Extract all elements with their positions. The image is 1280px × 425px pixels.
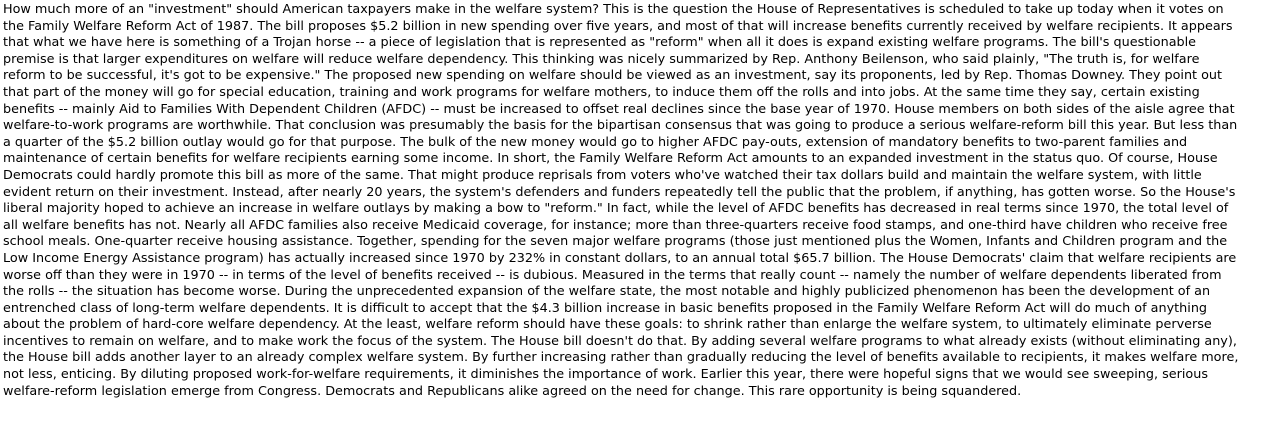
- text-line: welfare-to-work programs are worthwhile.…: [3, 118, 1238, 134]
- text-line: the Family Welfare Reform Act of 1987. T…: [3, 18, 1233, 34]
- text-line: that what we have here is something of a…: [3, 35, 1197, 51]
- text-line: that part of the money will go for speci…: [3, 84, 1200, 100]
- text-line: Low Income Energy Assistance program) ha…: [3, 250, 1237, 266]
- text-line: the House bill adds another layer to an …: [3, 350, 1239, 366]
- text-line: the rolls -- the situation has become wo…: [3, 284, 1211, 300]
- text-line: liberal majority hoped to achieve an inc…: [3, 201, 1229, 217]
- text-line: worse off than they were in 1970 -- in t…: [3, 267, 1222, 283]
- document-text: How much more of an "investment" should …: [3, 2, 1279, 400]
- text-line: benefits -- mainly Aid to Families With …: [3, 101, 1235, 117]
- text-line: not less, enticing. By diluting proposed…: [3, 367, 1208, 383]
- text-line: a quarter of the $5.2 billion outlay wou…: [3, 134, 1188, 150]
- text-line: reform to be successful, it's got to be …: [3, 68, 1223, 84]
- text-line: evident return on their investment. Inst…: [3, 184, 1236, 200]
- text-line: How much more of an "investment" should …: [3, 2, 1224, 17]
- text-line: school meals. One-quarter receive housin…: [3, 234, 1228, 250]
- text-line: maintenance of certain benefits for welf…: [3, 151, 1218, 167]
- text-line: all welfare benefits has not. Nearly all…: [3, 217, 1228, 233]
- text-line: Democrats could hardly promote this bill…: [3, 167, 1202, 183]
- text-line: about the problem of hard-core welfare d…: [3, 317, 1212, 333]
- text-line: incentives to remain on welfare, and to …: [3, 333, 1237, 349]
- text-line: welfare-reform legislation emerge from C…: [3, 383, 1022, 399]
- text-line: premise is that larger expenditures on w…: [3, 51, 1200, 67]
- text-line: entrenched class of long-term welfare de…: [3, 300, 1208, 316]
